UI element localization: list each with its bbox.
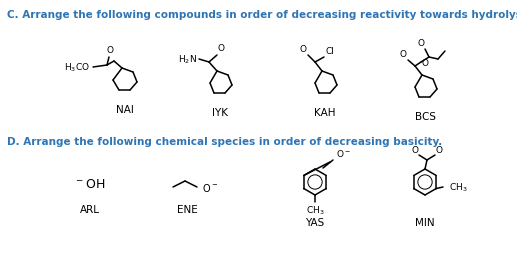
Text: O$^-$: O$^-$ — [202, 181, 218, 193]
Text: IYK: IYK — [212, 108, 228, 118]
Text: $\mathregular{CH_3}$: $\mathregular{CH_3}$ — [449, 181, 467, 194]
Text: Cl: Cl — [326, 47, 335, 56]
Text: NAI: NAI — [116, 105, 134, 115]
Text: O: O — [400, 50, 407, 59]
Text: BCS: BCS — [415, 112, 435, 121]
Text: MIN: MIN — [415, 217, 435, 227]
Text: O$^-$: O$^-$ — [336, 147, 351, 158]
Text: O: O — [107, 46, 114, 55]
Text: ARL: ARL — [80, 204, 100, 214]
Text: $^-$OH: $^-$OH — [74, 178, 105, 191]
Text: O: O — [299, 45, 306, 54]
Text: $\mathregular{H_2N}$: $\mathregular{H_2N}$ — [178, 54, 197, 66]
Text: O: O — [422, 58, 429, 67]
Text: D. Arrange the following chemical species in order of decreasing basicity.: D. Arrange the following chemical specie… — [7, 136, 442, 146]
Text: YAS: YAS — [306, 217, 325, 227]
Text: $\mathregular{CH_3}$: $\mathregular{CH_3}$ — [306, 204, 324, 217]
Text: KAH: KAH — [314, 108, 336, 118]
Text: O: O — [218, 44, 225, 53]
Text: C. Arrange the following compounds in order of decreasing reactivity towards hyd: C. Arrange the following compounds in or… — [7, 10, 517, 20]
Text: O: O — [417, 39, 424, 48]
Text: ENE: ENE — [177, 204, 197, 214]
Text: O: O — [411, 146, 418, 154]
Text: $\mathregular{H_3CO}$: $\mathregular{H_3CO}$ — [64, 61, 90, 74]
Text: O: O — [436, 146, 443, 154]
